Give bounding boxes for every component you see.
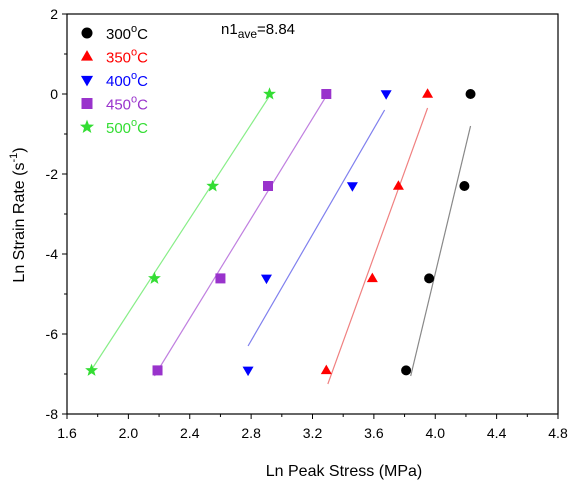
legend-marker-400 — [80, 75, 94, 87]
data-point-500 — [263, 87, 276, 100]
data-point-450 — [215, 273, 226, 284]
legend-marker-450 — [81, 98, 93, 109]
annotation-sub: ave — [238, 27, 258, 41]
x-tick-label: 2.4 — [180, 425, 200, 441]
data-point-450 — [263, 181, 274, 191]
legend-label-500: 500oC — [106, 117, 148, 137]
data-points — [85, 87, 476, 377]
data-point-500 — [206, 179, 220, 192]
x-tick-label: 3.2 — [303, 425, 323, 441]
annotation-main: n1 — [221, 21, 238, 38]
data-point-400 — [380, 90, 392, 100]
fit-lines — [89, 95, 472, 385]
legend-marker-350 — [80, 50, 94, 61]
fit-line-350 — [327, 107, 429, 385]
data-point-400 — [260, 274, 272, 285]
fit-line-500 — [89, 95, 271, 373]
y-tick-label: -2 — [46, 166, 59, 182]
legend-label-300: 300oC — [106, 23, 148, 43]
fit-line-300 — [410, 125, 472, 377]
y-tick-label: -6 — [46, 326, 59, 342]
x-axis-label: Ln Peak Stress (MPa) — [266, 463, 423, 480]
annotation: n1ave=8.84 — [221, 21, 295, 41]
x-tick-label: 2.8 — [241, 425, 261, 441]
y-tick-label: 2 — [50, 6, 58, 22]
fit-line-400 — [247, 109, 386, 347]
data-point-350 — [392, 180, 404, 190]
data-point-300 — [465, 89, 476, 99]
x-tick-label: 4.0 — [426, 425, 446, 441]
data-point-500 — [85, 363, 98, 376]
legend: 300oC 350oC 400oC 450oC 500oC — [79, 23, 148, 137]
data-point-300 — [424, 273, 435, 284]
data-point-500 — [148, 271, 161, 284]
legend-label-350: 350oC — [106, 47, 148, 67]
data-point-300 — [401, 365, 412, 376]
y-tick-label: -8 — [46, 406, 59, 422]
data-point-350 — [366, 272, 378, 283]
x-tick-label: 3.6 — [364, 425, 384, 441]
x-tick-label: 2.0 — [119, 425, 139, 441]
x-tick-label: 1.6 — [57, 425, 77, 441]
data-point-350 — [320, 364, 332, 375]
data-point-450 — [152, 365, 163, 376]
fit-line-450 — [153, 95, 327, 377]
data-point-400 — [346, 182, 358, 192]
legend-label-400: 400oC — [106, 70, 148, 90]
y-tick-label: 0 — [50, 86, 58, 102]
legend-marker-300 — [81, 27, 93, 39]
y-axis-label: Ln Strain Rate (s-1) — [8, 147, 28, 282]
data-point-450 — [321, 89, 332, 99]
legend-marker-500 — [79, 119, 95, 134]
data-point-400 — [242, 366, 254, 377]
data-point-300 — [459, 181, 470, 191]
y-tick-label: -4 — [46, 246, 59, 262]
annotation-value: =8.84 — [257, 21, 295, 38]
x-tick-label: 4.8 — [548, 425, 568, 441]
data-point-350 — [422, 88, 434, 98]
x-tick-label: 4.4 — [487, 425, 507, 441]
axis-ticks: 1.6 2.0 2.4 2.8 3.2 3.6 4.0 4.4 4.8 -8 -6 -4 -2 0 2 — [46, 6, 568, 441]
y-axis-label-main: Ln Strain Rate (s — [11, 163, 28, 283]
y-axis-label-sup: -1 — [8, 153, 20, 163]
y-axis-label-close: ) — [11, 147, 28, 152]
legend-label-450: 450oC — [106, 94, 148, 114]
